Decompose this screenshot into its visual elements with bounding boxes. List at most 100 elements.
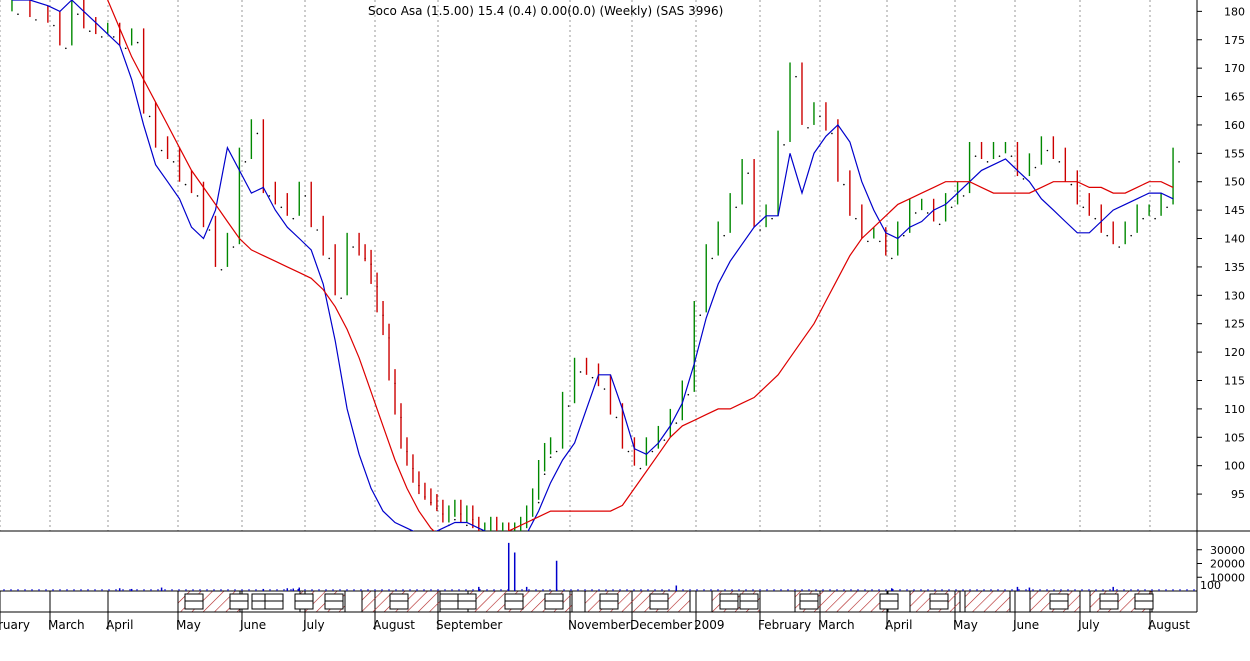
volume-tick-label: 20000: [1210, 558, 1245, 571]
price-dot: [220, 268, 223, 271]
price-dot: [807, 126, 809, 129]
price-tick-label: 125: [1224, 318, 1245, 331]
month-label: August: [373, 618, 415, 632]
price-dot: [759, 229, 761, 231]
price-dot: [340, 297, 342, 299]
price-dot: [926, 212, 929, 214]
price-dot: [466, 524, 468, 527]
price-dot: [454, 518, 456, 521]
price-dot: [651, 450, 654, 453]
price-dot: [537, 501, 540, 504]
price-dot: [1166, 206, 1168, 209]
price-tick-label: 115: [1224, 375, 1245, 388]
price-dot: [244, 161, 247, 163]
price-tick-label: 170: [1224, 62, 1245, 75]
price-dot: [35, 19, 37, 21]
price-tick-label: 180: [1224, 5, 1245, 18]
price-dot: [1106, 234, 1109, 237]
price-dot: [974, 155, 977, 157]
price-dot: [543, 473, 546, 476]
price-dot: [1082, 206, 1085, 209]
month-label: July: [1077, 618, 1100, 632]
price-dot: [268, 195, 271, 197]
price-tick-label: 150: [1224, 176, 1245, 189]
price-dot: [292, 217, 295, 220]
slow-ma-line: [107, 0, 1174, 531]
month-label: July: [302, 618, 325, 632]
price-tick-label: 145: [1224, 204, 1245, 217]
volume-tick-label: 10000: [1210, 571, 1245, 584]
price-dot: [17, 13, 19, 15]
price-tick-label: 135: [1224, 261, 1245, 274]
month-label: September: [436, 618, 502, 632]
price-dot: [699, 314, 702, 316]
month-label: ruary: [0, 618, 30, 632]
price-dot: [962, 195, 965, 197]
price-dot: [914, 212, 917, 214]
price-dot: [831, 132, 833, 135]
price-dot: [1070, 183, 1073, 186]
volume-corner-label: 100: [1200, 579, 1221, 592]
price-dot: [100, 36, 103, 38]
month-label: December: [630, 618, 692, 632]
price-dot: [280, 206, 283, 209]
fast-ma-line: [12, 0, 1174, 531]
month-label: August: [1148, 618, 1190, 632]
price-tick-label: 100: [1224, 460, 1245, 473]
price-dot: [1178, 161, 1180, 163]
price-dot: [232, 246, 235, 248]
price-dot: [352, 246, 354, 248]
month-label: March: [48, 618, 85, 632]
price-dot: [316, 229, 319, 231]
price-dot: [1046, 149, 1049, 152]
price-dot: [1118, 246, 1121, 248]
price-dot: [184, 183, 187, 186]
price-dot: [855, 217, 857, 220]
month-label: 2009: [694, 618, 725, 632]
month-label: June: [239, 618, 266, 632]
price-dot: [711, 257, 714, 260]
price-dot: [148, 115, 151, 118]
month-label: November: [568, 618, 630, 632]
price-tick-label: 165: [1224, 91, 1245, 104]
price-dot: [627, 450, 630, 453]
price-dot: [1094, 217, 1097, 220]
price-dot: [124, 47, 127, 50]
month-label: March: [818, 618, 855, 632]
band-segment: [964, 590, 1011, 613]
price-dot: [735, 206, 737, 209]
price-dot: [1142, 217, 1144, 220]
price-dot: [639, 467, 642, 470]
price-dot: [783, 144, 785, 146]
price-dot: [747, 172, 749, 175]
volume-tick-label: 30000: [1210, 544, 1245, 557]
price-dot: [867, 240, 869, 243]
price-dot: [256, 132, 259, 135]
price-tick-label: 175: [1224, 34, 1245, 47]
price-dot: [208, 229, 211, 231]
price-dot: [196, 195, 199, 197]
price-dot: [1154, 217, 1156, 220]
price-dot: [879, 240, 881, 243]
price-tick-label: 95: [1231, 488, 1245, 501]
price-dot: [902, 234, 905, 237]
price-dot: [687, 393, 690, 396]
price-dot: [65, 47, 67, 50]
price-dot: [328, 257, 330, 260]
price-dot: [112, 36, 115, 38]
price-dot: [579, 371, 582, 373]
price-dot: [998, 155, 1001, 157]
price-dot: [1130, 234, 1132, 237]
price-dot: [938, 223, 941, 226]
price-dot: [723, 234, 725, 237]
price-dot: [160, 149, 163, 152]
price-dot: [890, 257, 893, 260]
price-dot: [615, 416, 618, 419]
price-dot: [53, 24, 55, 27]
price-dot: [88, 30, 91, 33]
price-dot: [172, 161, 175, 163]
price-dot: [1010, 155, 1013, 157]
price-tick-label: 105: [1224, 431, 1245, 444]
